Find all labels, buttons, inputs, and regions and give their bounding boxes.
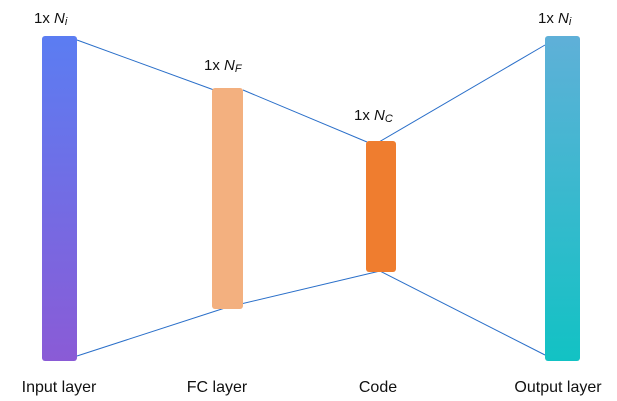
connector-fc-code-bottom [227,270,381,308]
output-dim-label: 1x Ni [538,10,572,28]
code-layer-bar [366,141,396,272]
fc-layer-label: FC layer [187,379,248,396]
connector-code-output-bottom [379,270,546,356]
fc-dim-label: 1x NF [204,57,243,75]
connector-fc-code-top [242,89,368,143]
connectors [76,39,546,357]
input-layer-label: Input layer [22,379,97,396]
input-dim-label: 1x Ni [34,10,68,28]
connector-input-fc-bottom [76,306,229,357]
fc-layer-bar [212,88,243,309]
code-layer-label: Code [359,379,397,396]
connector-input-fc-top [76,39,215,91]
code-dim-label: 1x NC [354,107,393,125]
output-layer-label: Output layer [514,379,602,396]
connector-code-output-top [378,44,546,143]
output-layer-bar [545,36,580,361]
input-layer-bar [42,36,77,361]
